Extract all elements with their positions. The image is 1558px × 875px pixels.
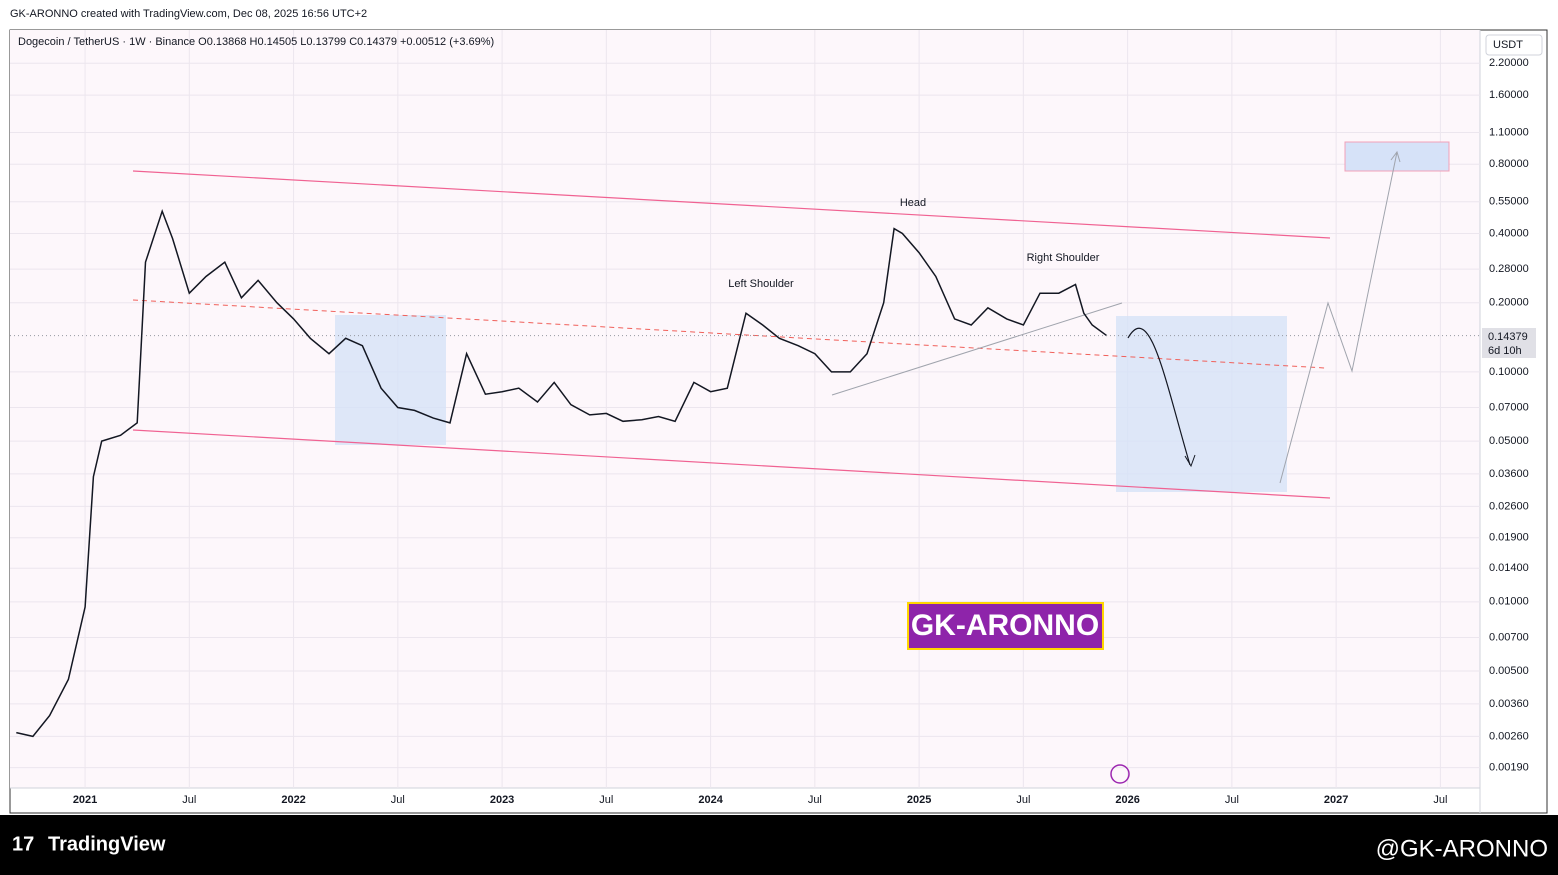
projection-path	[1279, 151, 1398, 484]
grid	[10, 30, 1480, 788]
x-tick-label: Jul	[599, 794, 613, 806]
x-tick-label: Jul	[1225, 794, 1239, 806]
countdown: 6d 10h	[1488, 345, 1522, 357]
channel-mid	[132, 299, 1326, 369]
annotation: Head	[900, 197, 926, 209]
last-price-box	[1482, 328, 1536, 358]
x-tick-label: Jul	[182, 794, 196, 806]
x-tick-label: 2025	[907, 794, 931, 806]
price-line	[16, 208, 1108, 738]
y-tick-label: 2.20000	[1489, 57, 1529, 69]
y-tick-label: 0.00360	[1489, 698, 1529, 710]
y-tick-label: 0.80000	[1489, 158, 1529, 170]
y-tick-label: 0.00500	[1489, 665, 1529, 677]
projection-arrow	[1127, 327, 1191, 466]
y-tick-label: 0.01000	[1489, 596, 1529, 608]
x-tick-label: 2026	[1115, 794, 1139, 806]
footer-brand: TradingView	[48, 833, 166, 855]
target-box	[1116, 316, 1287, 492]
y-tick-label: 0.00190	[1489, 762, 1529, 774]
x-tick-label: Jul	[1433, 794, 1447, 806]
y-tick-label: 1.10000	[1489, 126, 1529, 138]
x-tick-label: Jul	[1016, 794, 1030, 806]
arrow-head	[1184, 454, 1196, 468]
x-tick-label: 2024	[698, 794, 723, 806]
replay-icon[interactable]	[1110, 764, 1130, 784]
watermark: GK-ARONNO	[911, 609, 1099, 642]
channel-top	[132, 170, 1331, 239]
y-tick-label: 0.05000	[1489, 435, 1529, 447]
y-tick-label: 0.02600	[1489, 500, 1529, 512]
neckline	[831, 302, 1123, 396]
y-tick-label: 0.01400	[1489, 562, 1529, 574]
footer-author: @GK-ARONNO	[1376, 835, 1548, 862]
y-tick-label: 0.00260	[1489, 730, 1529, 742]
last-price: 0.14379	[1488, 331, 1528, 343]
y-tick-label: 0.01900	[1489, 532, 1529, 544]
target-top-box	[1344, 141, 1450, 172]
chart-title: Dogecoin / TetherUS · 1W · Binance O0.13…	[18, 36, 494, 48]
footer-bar	[0, 815, 1558, 875]
x-tick-label: Jul	[808, 794, 822, 806]
y-tick-label: 0.55000	[1489, 196, 1529, 208]
watermark-box	[907, 602, 1104, 650]
y-tick-label: 0.40000	[1489, 227, 1529, 239]
y-tick-label: 0.00700	[1489, 631, 1529, 643]
x-tick-label: 2021	[73, 794, 97, 806]
range-box	[335, 315, 446, 445]
y-tick-label: 0.10000	[1489, 366, 1529, 378]
x-tick-label: Jul	[391, 794, 405, 806]
footer-logo: 17	[12, 833, 34, 855]
x-tick-label: 2027	[1324, 794, 1348, 806]
arrow-head	[1390, 150, 1401, 163]
x-tick-label: 2023	[490, 794, 514, 806]
price-series	[16, 208, 1108, 738]
annotation: Right Shoulder	[1027, 252, 1100, 264]
y-tick-label: 0.03600	[1489, 468, 1529, 480]
channel-bottom	[132, 429, 1331, 499]
y-tick-label: 0.20000	[1489, 297, 1529, 309]
header: GK-ARONNO created with TradingView.com, …	[10, 8, 367, 20]
y-tick-label: 1.60000	[1489, 89, 1529, 101]
currency-box[interactable]	[1485, 34, 1543, 56]
annotation: Left Shoulder	[728, 278, 794, 290]
x-tick-label: 2022	[281, 794, 305, 806]
header-bar	[0, 0, 1558, 30]
currency: USDT	[1493, 39, 1523, 51]
y-tick-label: 0.28000	[1489, 263, 1529, 275]
y-tick-label: 0.07000	[1489, 401, 1529, 413]
